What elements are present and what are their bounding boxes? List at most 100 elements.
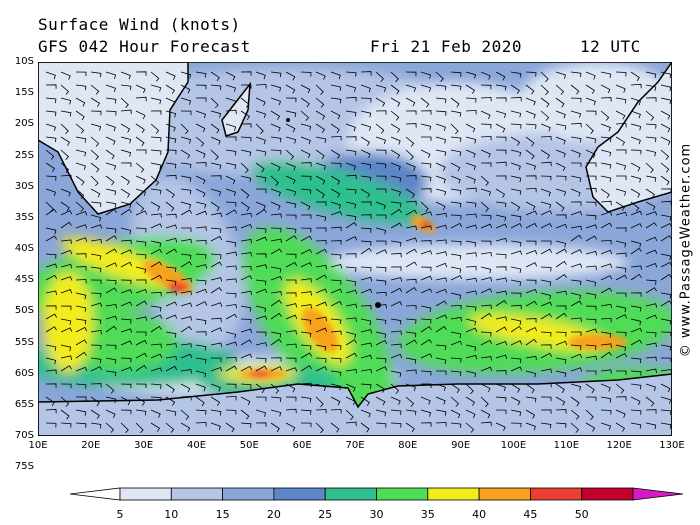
wind-barb xyxy=(180,383,191,393)
wind-barb xyxy=(600,275,613,281)
wind-barb xyxy=(405,305,417,310)
wind-barb xyxy=(571,162,582,167)
wind-barb xyxy=(390,175,402,182)
wind-barb xyxy=(45,396,55,407)
wind-barb xyxy=(285,149,295,160)
wind-barb xyxy=(570,353,583,359)
wind-barb xyxy=(375,249,388,255)
wind-barb xyxy=(330,211,343,216)
wind-barb xyxy=(480,214,492,220)
wind-barb xyxy=(645,356,657,362)
wind-barb xyxy=(405,200,417,206)
wind-barb xyxy=(135,123,145,134)
wind-barb xyxy=(360,318,372,326)
wind-barb xyxy=(345,84,357,92)
wind-barb xyxy=(315,71,326,80)
wind-barb xyxy=(615,305,627,313)
wind-barb xyxy=(120,239,132,245)
wind-barb xyxy=(45,383,57,388)
wind-barb xyxy=(255,149,267,156)
wind-barb xyxy=(570,225,582,231)
wind-barb xyxy=(540,222,553,229)
wind-barb xyxy=(45,136,57,143)
wind-barb xyxy=(90,123,102,131)
wind-barb xyxy=(435,314,448,320)
wind-barb xyxy=(240,290,252,296)
wind-barb xyxy=(420,97,430,108)
wind-barb xyxy=(405,248,418,255)
wind-barb xyxy=(150,110,162,115)
wind-barb xyxy=(555,331,567,337)
wind-barb xyxy=(120,123,131,133)
wind-barb xyxy=(180,316,193,321)
latitude-label: 15S xyxy=(14,87,34,99)
wind-barb xyxy=(255,97,266,106)
wind-barb xyxy=(480,288,493,294)
wind-barb xyxy=(600,71,612,78)
wind-barb xyxy=(615,331,627,337)
wind-barb xyxy=(450,253,462,260)
wind-barb xyxy=(375,396,386,406)
wind-barb xyxy=(585,224,598,229)
wind-barb xyxy=(345,317,357,322)
wind-barb xyxy=(300,365,312,372)
wind-barb xyxy=(240,339,252,346)
wind-barb xyxy=(60,305,72,311)
wind-barb xyxy=(45,313,58,320)
wind-barb xyxy=(375,149,387,155)
wind-barb xyxy=(300,352,313,359)
wind-barb xyxy=(420,339,432,346)
wind-barb xyxy=(210,110,222,118)
wind-barb xyxy=(240,305,252,312)
wind-barb xyxy=(390,370,402,378)
forecast-time: 12 UTC xyxy=(580,37,641,56)
wind-barb xyxy=(570,396,580,407)
wind-barb xyxy=(285,422,296,432)
wind-barb xyxy=(420,162,432,169)
wind-barb xyxy=(555,305,567,310)
wind-barb xyxy=(345,409,354,421)
wind-barb xyxy=(135,201,145,212)
wind-barb xyxy=(270,238,282,244)
wind-barb xyxy=(480,304,492,310)
wind-barb xyxy=(600,383,611,392)
wind-barb xyxy=(465,252,477,257)
wind-barb xyxy=(330,279,342,285)
wind-barb xyxy=(570,84,580,95)
wind-barb xyxy=(375,331,387,339)
colorbar-tick-label: 10 xyxy=(164,508,179,521)
wind-barb xyxy=(660,97,672,105)
wind-barb xyxy=(315,201,327,206)
wind-barb xyxy=(180,136,192,144)
wind-barb xyxy=(616,370,627,375)
wind-barb xyxy=(330,71,341,80)
wind-barb xyxy=(165,422,175,433)
wind-barb xyxy=(495,149,507,155)
wind-barb xyxy=(390,287,403,294)
wind-barb xyxy=(420,188,432,193)
wind-barb xyxy=(75,396,87,401)
wind-barb xyxy=(360,97,372,103)
wind-barb xyxy=(600,110,610,121)
wind-barb xyxy=(150,84,162,92)
wind-barb xyxy=(165,266,177,273)
wind-barb xyxy=(330,422,340,433)
wind-barb xyxy=(210,97,219,109)
wind-barb xyxy=(570,367,583,372)
wind-barb xyxy=(435,97,447,104)
wind-barb xyxy=(165,84,175,95)
wind-barb xyxy=(270,175,279,186)
wind-barb xyxy=(75,305,87,312)
wind-barb xyxy=(165,224,178,229)
mascarene-islands xyxy=(286,118,290,122)
wind-barb xyxy=(75,318,87,325)
colorbar-segment xyxy=(427,487,480,501)
wind-barb xyxy=(375,227,387,235)
wind-barb xyxy=(195,409,207,415)
wind-barb xyxy=(555,370,567,378)
latitude-label: 55S xyxy=(14,336,34,348)
wind-barb xyxy=(285,84,296,94)
wind-barb xyxy=(165,279,177,286)
wind-barb xyxy=(240,123,252,128)
wind-barb xyxy=(525,240,537,246)
